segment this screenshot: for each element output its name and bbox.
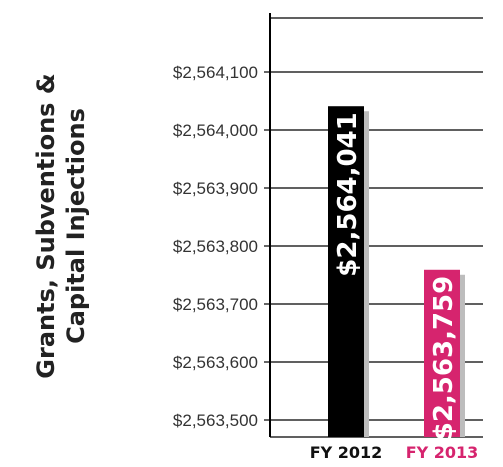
y-tick-label: $2,564,000 [173, 121, 258, 140]
bar [328, 106, 364, 437]
category-labels: FY 2012 FY 2013 [310, 443, 479, 462]
y-axis-title: Grants, Subventions & Capital Injections [32, 73, 90, 378]
y-tick-label: $2,563,800 [173, 237, 258, 256]
bars [328, 106, 465, 437]
x-category-label: FY 2012 [310, 443, 383, 462]
y-tick-label: $2,564,100 [173, 63, 258, 82]
y-axis-ticks: $2,563,500 $2,563,600 $2,563,700 $2,563,800… [173, 63, 270, 430]
y-axis-title-line-2: Capital Injections [62, 108, 90, 344]
bar [424, 269, 460, 437]
bar-value-label: $2,563,759 [429, 276, 459, 440]
gridlines [270, 17, 483, 438]
bar-value-labels: $2,564,041 $2,563,759 [333, 112, 459, 440]
bar-value-label: $2,564,041 [333, 112, 363, 276]
y-axis-title-line-1: Grants, Subventions & [32, 73, 60, 378]
y-tick-label: $2,563,900 [173, 179, 258, 198]
y-tick-label: $2,563,500 [173, 411, 258, 430]
y-tick-label: $2,563,600 [173, 353, 258, 372]
x-category-label: FY 2013 [406, 443, 479, 462]
y-tick-label: $2,563,700 [173, 295, 258, 314]
